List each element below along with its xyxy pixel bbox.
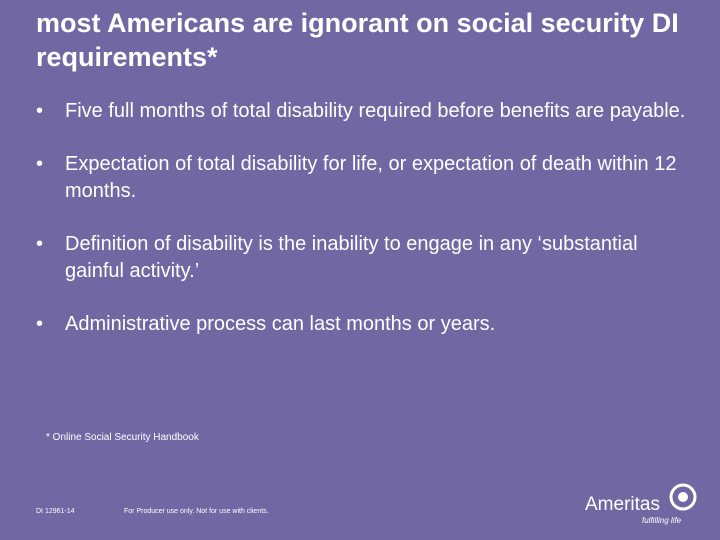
brand: Ameritas [585,494,660,515]
bullet-list: Five full months of total disability req… [36,98,696,364]
bullet: Expectation of total disability for life… [36,151,696,205]
bullet: Five full months of total disability req… [36,98,696,125]
lion-logo [669,483,697,511]
disclaimer: For Producer use only. Not for use with … [124,508,269,515]
logo-mane [669,483,697,511]
bullet: Definition of disability is the inabilit… [36,231,696,285]
logo-face [678,492,688,502]
tagline: fulfilling life [642,516,682,525]
title: most Americans are ignorant on social se… [36,8,679,72]
footnote: * Online Social Security Handbook [46,432,199,443]
document-code: DI 12961-14 [36,508,75,515]
bullet: Administrative process can last months o… [36,311,696,338]
